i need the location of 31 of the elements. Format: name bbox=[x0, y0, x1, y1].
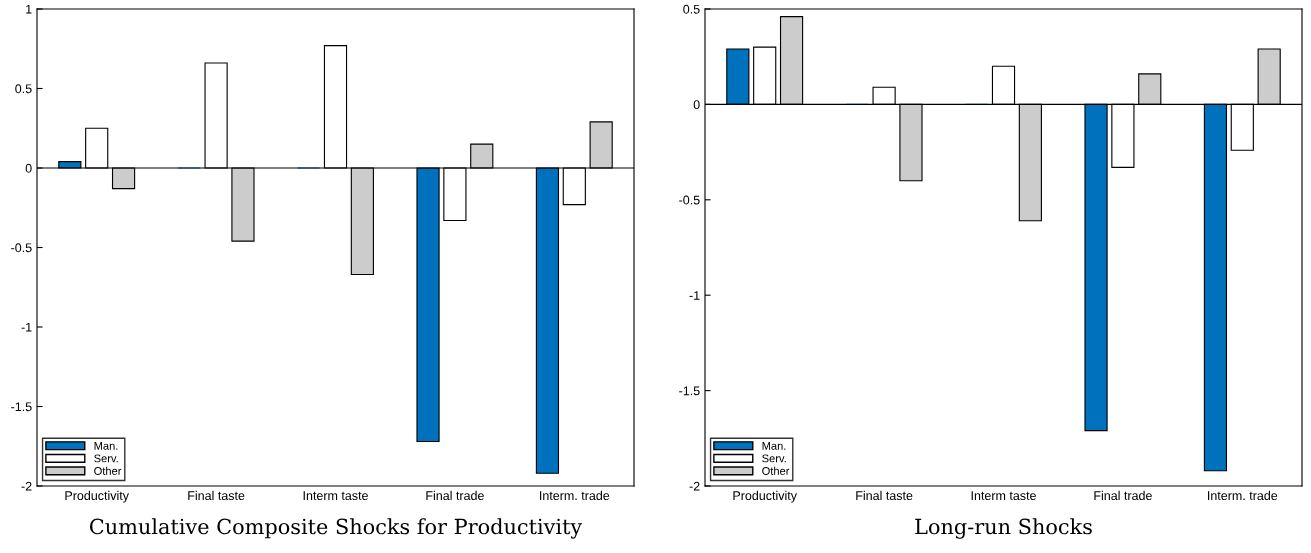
text: Cumulative Composite Shocks for Productivity bbox=[89, 518, 583, 539]
legend-label: Other bbox=[94, 466, 122, 475]
x-tick-label: Interm taste bbox=[303, 491, 368, 501]
y-tick-label: -2 bbox=[689, 481, 700, 491]
y-tick-label: 1 bbox=[26, 4, 32, 14]
x-tick-label: Final taste bbox=[188, 490, 245, 501]
legend-label: Man. bbox=[762, 442, 786, 450]
y-tick-label: 0 bbox=[693, 100, 700, 110]
text: Long-run Shocks bbox=[915, 518, 1092, 539]
y-tick-label: -2 bbox=[21, 481, 32, 491]
x-tick-label: Interm taste bbox=[971, 491, 1036, 501]
y-tick-label: 0.5 bbox=[15, 84, 32, 94]
y-tick-label: -1.5 bbox=[679, 386, 700, 396]
y-tick-label: -0.5 bbox=[679, 195, 700, 205]
x-tick-label: Final taste bbox=[856, 490, 913, 501]
y-tick-label: 0.5 bbox=[683, 4, 700, 14]
legend-label: Serv. bbox=[94, 454, 118, 463]
x-tick-label: Interm. trade bbox=[540, 490, 610, 501]
y-tick-label: -1 bbox=[21, 322, 32, 332]
legend-label: Serv. bbox=[762, 454, 786, 463]
y-tick-label: -1.5 bbox=[11, 402, 32, 412]
x-tick-label: Productivity bbox=[65, 490, 129, 503]
x-tick-label: Final trade bbox=[1094, 490, 1152, 501]
legend-label: Other bbox=[762, 466, 790, 475]
y-tick-label: -1 bbox=[689, 291, 700, 300]
y-tick-label: -0.5 bbox=[11, 243, 32, 253]
x-tick-label: Final trade bbox=[426, 490, 484, 501]
x-tick-label: Interm. trade bbox=[1208, 490, 1278, 501]
legend-label: Man. bbox=[94, 442, 118, 450]
x-tick-label: Productivity bbox=[733, 490, 797, 503]
y-tick-label: 0 bbox=[25, 163, 32, 173]
